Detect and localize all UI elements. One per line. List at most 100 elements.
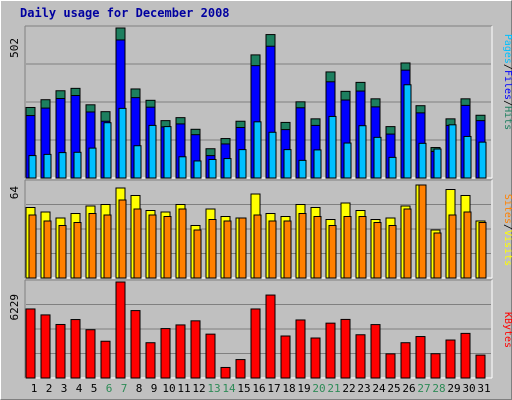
pages-bar: [268, 131, 277, 179]
kbytes-bar: [415, 336, 426, 379]
sites-bar: [43, 220, 52, 279]
pages-bar: [463, 135, 472, 179]
kbytes-bar: [40, 314, 51, 379]
sites-bar: [163, 216, 172, 279]
kbytes-bar: [295, 319, 306, 379]
x-tick-label: 24: [372, 382, 386, 395]
pages-bar: [193, 160, 202, 179]
legend-entry: /: [502, 100, 512, 106]
x-tick-label: 16: [252, 382, 265, 395]
x-tick-label: 2: [46, 382, 53, 395]
legend-entry: Visits: [502, 230, 512, 266]
kbytes-bar: [310, 337, 321, 379]
kbytes-bar: [70, 319, 81, 379]
x-tick-label: 5: [91, 382, 98, 395]
x-tick-label: 4: [76, 382, 83, 395]
legend-entry: Pages: [502, 34, 512, 64]
sites-bar: [328, 225, 337, 279]
kbytes-bar: [460, 332, 471, 379]
x-tick-label: 7: [121, 382, 128, 395]
pages-bar: [418, 142, 427, 179]
sites-bar: [418, 184, 427, 279]
sites-bar: [373, 222, 382, 279]
chart-title: Daily usage for December 2008: [20, 6, 230, 20]
sites-bar: [463, 211, 472, 279]
legend-label: Pages/Files/Hits: [502, 34, 512, 130]
pages-bar: [403, 84, 412, 179]
sites-bar: [433, 232, 442, 279]
pages-bar: [28, 155, 37, 179]
x-tick-label: 18: [282, 382, 295, 395]
pages-bar: [283, 149, 292, 179]
pages-bar: [238, 149, 247, 179]
legend-entry: /: [502, 224, 512, 230]
x-tick-label: 29: [447, 382, 460, 395]
pages-bar: [178, 156, 187, 179]
pages-bar: [343, 142, 352, 179]
legend-label: Sites/Visits: [502, 194, 512, 266]
pages-bar: [43, 153, 52, 179]
kbytes-bar: [355, 334, 366, 379]
x-tick-label: 30: [462, 382, 475, 395]
sites-bar: [448, 214, 457, 279]
pages-bar: [73, 151, 82, 179]
kbytes-bar: [250, 308, 261, 379]
kbytes-bar: [115, 281, 126, 379]
x-tick-label: 26: [402, 382, 415, 395]
sites-bar: [298, 213, 307, 279]
x-tick-label: 11: [177, 382, 190, 395]
x-tick-label: 19: [297, 382, 310, 395]
x-tick-label: 9: [151, 382, 158, 395]
x-tick-label: 3: [61, 382, 68, 395]
y-max-label: 64: [8, 186, 21, 200]
x-tick-label: 27: [417, 382, 430, 395]
sites-bar: [28, 214, 37, 279]
sites-bar: [268, 220, 277, 279]
sites-bar: [313, 216, 322, 279]
pages-bar: [118, 107, 127, 179]
x-tick-label: 13: [207, 382, 220, 395]
kbytes-bar: [85, 329, 96, 379]
pages-bar: [88, 147, 97, 179]
x-tick-label: 22: [342, 382, 355, 395]
pages-bar: [103, 122, 112, 179]
pages-bar: [388, 156, 397, 179]
pages-bar: [328, 115, 337, 179]
kbytes-bar: [445, 339, 456, 379]
x-tick-label: 21: [327, 382, 340, 395]
x-tick-label: 10: [162, 382, 175, 395]
pages-bar: [253, 121, 262, 179]
sites-bar: [403, 208, 412, 279]
x-tick-label: 20: [312, 382, 325, 395]
y-max-label: 502: [8, 38, 21, 58]
kbytes-bar: [475, 354, 486, 379]
sites-bar: [283, 220, 292, 279]
kbytes-bar: [430, 353, 441, 379]
kbytes-bar: [145, 342, 156, 379]
legend-entry: Sites: [502, 194, 512, 224]
kbytes-bar: [370, 324, 381, 379]
x-tick-label: 25: [387, 382, 400, 395]
x-tick-label: 14: [222, 382, 236, 395]
kbytes-bar: [235, 359, 246, 379]
pages-bar: [208, 158, 217, 179]
kbytes-bar: [55, 323, 66, 379]
x-tick-label: 12: [192, 382, 205, 395]
kbytes-bar: [100, 340, 111, 379]
sites-bar: [103, 214, 112, 279]
sites-bar: [178, 208, 187, 279]
sites-bar: [118, 199, 127, 279]
sites-bar: [238, 217, 247, 279]
sites-bar: [193, 229, 202, 279]
sites-bar: [358, 216, 367, 279]
sites-bar: [58, 225, 67, 279]
pages-bar: [148, 124, 157, 179]
pages-bar: [358, 125, 367, 179]
kbytes-bar: [190, 320, 201, 379]
x-tick-label: 31: [477, 382, 490, 395]
kbytes-bar: [385, 353, 396, 379]
sites-bar: [73, 222, 82, 279]
y-max-label: 6229: [8, 294, 21, 321]
kbytes-bar: [220, 366, 231, 379]
